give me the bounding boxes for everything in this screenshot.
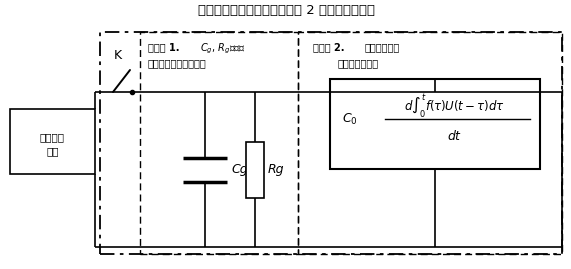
Text: 虚线框 1.: 虚线框 1. [148, 42, 179, 52]
Bar [140, 32, 298, 254]
Bar [10, 109, 95, 174]
Text: $C_0$: $C_0$ [342, 111, 358, 126]
Bar [246, 141, 264, 197]
Bar [100, 32, 562, 254]
Text: $C_g$, $R_g$分别为: $C_g$, $R_g$分别为 [200, 42, 246, 56]
Text: 虚线框 2.: 虚线框 2. [313, 42, 344, 52]
Text: 油纸绝缘极化等效电路模型由 2 个虚线部分组成: 油纸绝缘极化等效电路模型由 2 个虚线部分组成 [198, 5, 375, 17]
Text: 直流脉冲: 直流脉冲 [40, 133, 65, 143]
Text: $dt$: $dt$ [448, 129, 463, 143]
Text: Cg: Cg [231, 163, 248, 176]
Text: 电源: 电源 [46, 147, 59, 157]
Bar [246, 141, 264, 197]
Text: 介质极化示意图: 介质极化示意图 [338, 58, 379, 68]
Text: Rg: Rg [268, 163, 284, 176]
Text: K: K [114, 49, 122, 62]
Text: 绝缘体几何电容和电阻: 绝缘体几何电容和电阻 [148, 58, 207, 68]
Text: 油纸绝缘系统: 油纸绝缘系统 [365, 42, 400, 52]
Bar [298, 32, 562, 254]
Bar [330, 79, 540, 169]
Text: $d\int_0^t f(\tau)U(t-\tau)d\tau$: $d\int_0^t f(\tau)U(t-\tau)d\tau$ [404, 92, 505, 120]
